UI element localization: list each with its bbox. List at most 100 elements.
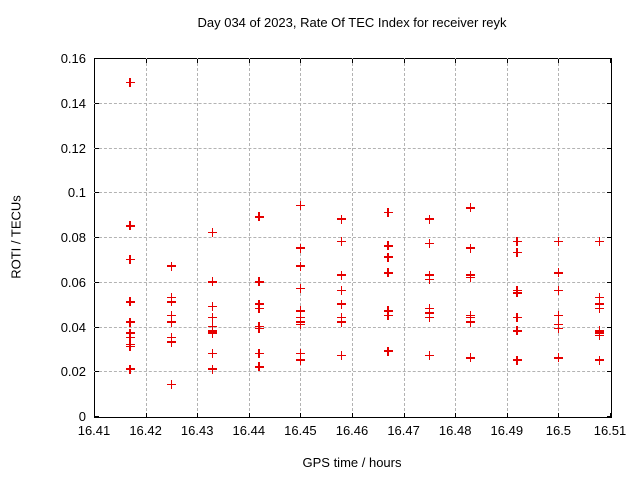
data-point-marker <box>295 201 305 211</box>
y-tick-right <box>607 371 611 373</box>
y-gridline <box>94 371 610 373</box>
data-point-marker <box>337 351 347 361</box>
x-tick-top <box>558 59 560 63</box>
data-point-marker <box>466 243 476 253</box>
data-point-marker <box>553 236 563 246</box>
data-point-marker <box>166 380 176 390</box>
x-tick-top <box>94 59 95 63</box>
data-point-marker <box>295 355 305 365</box>
data-point-marker <box>424 239 434 249</box>
x-tick-top <box>403 59 405 63</box>
data-point-marker <box>337 286 347 296</box>
x-tick-bottom <box>197 413 199 417</box>
data-point-marker <box>166 261 176 271</box>
x-tick-label: 16.47 <box>387 423 420 438</box>
y-gridline <box>94 281 610 283</box>
y-tick-label: 0 <box>78 409 86 424</box>
data-point-marker <box>424 351 434 361</box>
data-point-marker <box>383 241 393 251</box>
x-tick-label: 16.44 <box>232 423 266 438</box>
x-tick-bottom <box>352 413 353 417</box>
y-tick-left <box>95 371 99 373</box>
data-point-marker <box>166 337 176 347</box>
x-tick-bottom <box>300 413 302 417</box>
chart-title: Day 034 of 2023, Rate Of TEC Index for r… <box>197 15 507 30</box>
y-gridline <box>94 237 610 238</box>
data-point-marker <box>595 355 605 365</box>
y-tick-right <box>607 416 611 417</box>
y-tick-label: 0.08 <box>60 230 86 245</box>
y-tick-left <box>95 58 99 59</box>
data-point-marker <box>337 214 347 224</box>
data-point-marker <box>512 248 522 258</box>
y-gridline <box>94 147 610 149</box>
y-tick-label: 0.16 <box>60 51 86 66</box>
data-point-marker <box>466 317 476 327</box>
x-tick-bottom <box>248 413 250 417</box>
y-tick-label: 0.06 <box>60 274 86 290</box>
x-tick-label: 16.42 <box>129 423 162 438</box>
x-tick-label: 16.51 <box>593 423 627 438</box>
y-gridline <box>94 192 610 194</box>
data-point-marker <box>208 277 218 287</box>
data-point-marker <box>208 328 218 338</box>
y-tick-left <box>95 237 99 238</box>
y-tick-left <box>95 416 99 417</box>
y-tick-right <box>607 102 611 104</box>
x-tick-bottom <box>558 413 560 417</box>
y-gridline <box>94 326 610 328</box>
x-tick-top <box>300 59 302 63</box>
data-point-marker <box>254 212 264 222</box>
data-point-marker <box>125 221 135 231</box>
data-point-marker <box>595 236 605 246</box>
y-tick-right <box>607 326 611 328</box>
x-tick-label: 16.43 <box>180 423 214 438</box>
x-tick-top <box>352 59 353 63</box>
data-point-marker <box>512 326 522 336</box>
data-point-marker <box>254 277 264 287</box>
data-point-marker <box>337 299 347 309</box>
x-tick-top <box>145 59 147 63</box>
data-point-marker <box>466 272 476 282</box>
x-tick-bottom <box>610 413 611 417</box>
x-tick-top <box>248 59 250 63</box>
data-point-marker <box>383 252 393 262</box>
data-point-marker <box>295 261 305 271</box>
y-tick-left <box>95 192 99 194</box>
data-point-marker <box>383 346 393 356</box>
data-point-marker <box>125 333 135 343</box>
data-point-marker <box>466 203 476 213</box>
data-point-marker <box>383 310 393 320</box>
x-tick-label: 16.49 <box>490 423 524 438</box>
y-tick-left <box>95 326 99 328</box>
data-point-marker <box>295 319 305 329</box>
x-tick-bottom <box>145 413 147 417</box>
data-point-marker <box>125 364 135 374</box>
data-point-marker <box>424 214 434 224</box>
data-point-marker <box>553 353 563 363</box>
data-point-marker <box>595 292 605 302</box>
x-tick-top <box>197 59 199 63</box>
y-tick-label: 0.02 <box>60 364 86 380</box>
data-point-marker <box>295 348 305 358</box>
data-point-marker <box>512 288 522 298</box>
data-point-marker <box>254 324 264 334</box>
x-tick-label: 16.46 <box>335 423 369 438</box>
plot-area <box>94 58 612 418</box>
data-point-marker <box>512 313 522 323</box>
data-point-marker <box>208 364 218 374</box>
y-tick-label: 0.1 <box>67 185 86 201</box>
data-point-marker <box>553 286 563 296</box>
y-tick-right <box>607 192 611 194</box>
data-point-marker <box>295 243 305 253</box>
data-point-marker <box>125 342 135 352</box>
data-point-marker <box>512 236 522 246</box>
data-point-marker <box>553 268 563 278</box>
data-point-marker <box>383 268 393 278</box>
data-point-marker <box>208 313 218 323</box>
data-point-marker <box>424 313 434 323</box>
x-tick-label: 16.45 <box>284 423 317 438</box>
data-point-marker <box>125 297 135 307</box>
data-point-marker <box>208 348 218 358</box>
